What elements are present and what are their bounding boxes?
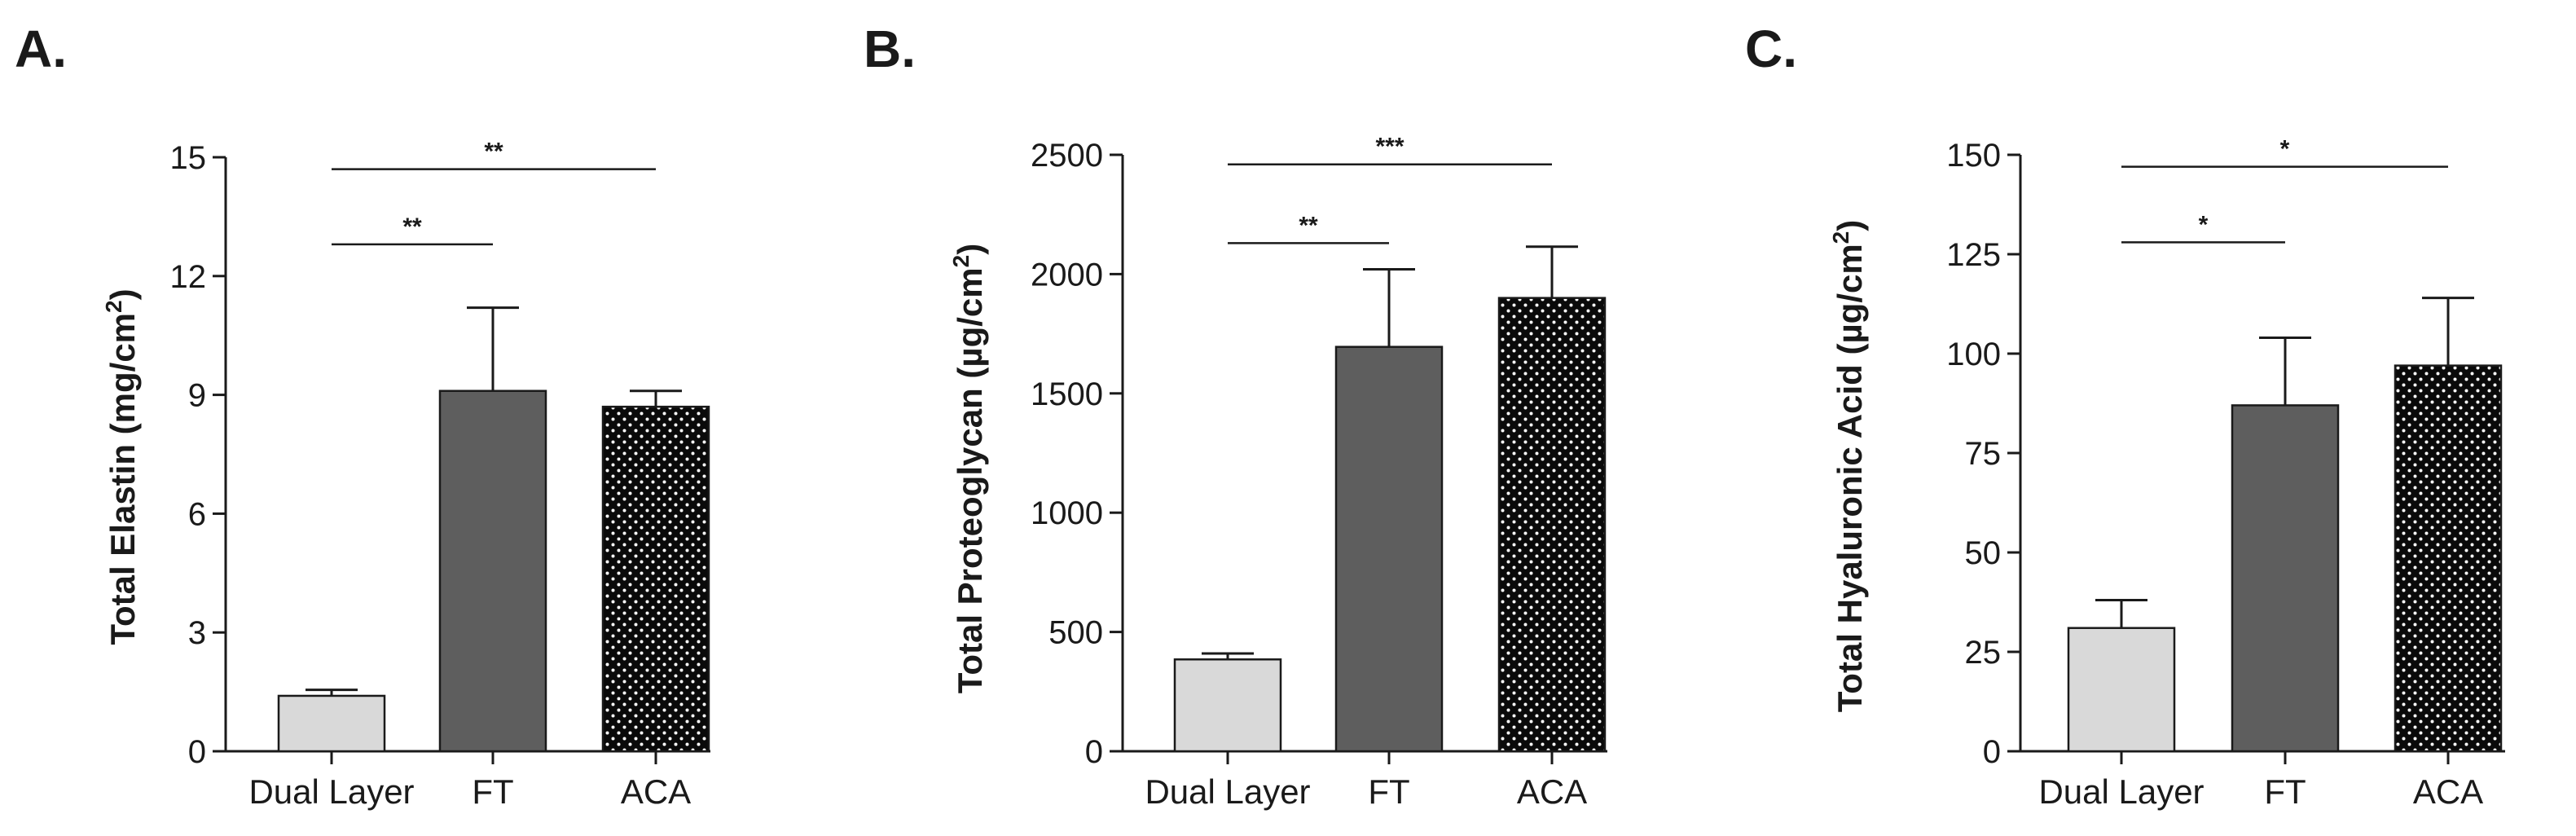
svg-text:Total Proteoglycan (µg/cm2): Total Proteoglycan (µg/cm2) xyxy=(948,244,989,693)
bar xyxy=(438,389,547,753)
panel-label: A. xyxy=(15,20,67,78)
plot-area: 0 25 50 75 100 125 150 Dual Layer FT ACA * * xyxy=(1946,136,2505,811)
y-tick-label: 25 xyxy=(1965,635,2002,671)
y-tick-label: 150 xyxy=(1946,138,2001,174)
y-tick-label: 12 xyxy=(170,259,207,295)
significance-label: ** xyxy=(1299,212,1318,239)
y-tick-label: 0 xyxy=(188,734,206,770)
plot-area: 0 3 6 9 12 15 Dual Layer FT ACA ** ** xyxy=(170,139,710,811)
y-tick-label: 15 xyxy=(170,140,207,176)
y-axis-label-sup: 2 xyxy=(948,255,974,268)
bar xyxy=(601,405,710,753)
bar xyxy=(1173,658,1282,753)
x-tick-label: FT xyxy=(472,772,513,811)
panel-label: B. xyxy=(864,20,916,78)
y-tick-label: 100 xyxy=(1946,337,2001,372)
y-tick-label: 2000 xyxy=(1031,257,1103,293)
bar xyxy=(277,694,386,753)
y-axis-label: Total Proteoglycan (µg/cm2) xyxy=(948,244,989,693)
y-axis-label-main: Total Hyaluronic Acid (µg/cm xyxy=(1831,244,1869,712)
bar xyxy=(1334,345,1444,753)
panel-a: A. Total Elastin (mg/cm2) 0 3 6 9 12 15 Dual L… xyxy=(15,20,710,811)
significance-label: *** xyxy=(1375,134,1404,161)
x-tick-label: ACA xyxy=(1517,772,1587,811)
y-tick-label: 500 xyxy=(1048,615,1103,651)
x-tick-label: FT xyxy=(2264,772,2306,811)
y-axis-label: Total Elastin (mg/cm2) xyxy=(101,288,142,645)
y-axis-label-sup: 2 xyxy=(101,300,126,313)
y-tick-label: 1500 xyxy=(1031,376,1103,412)
x-tick-label: FT xyxy=(1368,772,1409,811)
y-tick-label: 2500 xyxy=(1031,138,1103,174)
x-tick-label: ACA xyxy=(2413,772,2483,811)
y-tick-label: 125 xyxy=(1946,237,2001,273)
y-tick-label: 50 xyxy=(1965,535,2002,571)
y-axis-label-sup: 2 xyxy=(1828,231,1853,244)
svg-text:Total Hyaluronic Acid (µg/cm2): Total Hyaluronic Acid (µg/cm2) xyxy=(1828,220,1869,713)
y-tick-label: 0 xyxy=(1085,734,1103,770)
x-tick-label: Dual Layer xyxy=(248,772,414,811)
bar xyxy=(2394,364,2503,753)
significance-label: ** xyxy=(402,213,422,240)
panel-b: B. Total Proteoglycan (µg/cm2) 0 500 1000 1… xyxy=(864,20,1607,811)
x-tick-label: Dual Layer xyxy=(1145,772,1310,811)
y-tick-label: 75 xyxy=(1965,436,2002,472)
significance-label: * xyxy=(2199,211,2209,238)
x-tick-label: ACA xyxy=(621,772,691,811)
svg-text:Total Elastin (mg/cm2): Total Elastin (mg/cm2) xyxy=(101,288,142,645)
y-tick-label: 1000 xyxy=(1031,495,1103,531)
significance-label: ** xyxy=(484,139,503,165)
y-axis-label-main: Total Elastin (mg/cm xyxy=(103,313,142,645)
x-tick-label: Dual Layer xyxy=(2038,772,2204,811)
y-axis-label-tail: ) xyxy=(1831,220,1869,231)
bar xyxy=(2067,627,2176,753)
y-tick-label: 9 xyxy=(188,378,206,414)
y-tick-label: 6 xyxy=(188,496,206,532)
panel-c: C. Total Hyaluronic Acid (µg/cm2) 0 25 50 7… xyxy=(1745,20,2505,811)
y-axis-label-tail: ) xyxy=(103,288,142,300)
y-axis-label-main: Total Proteoglycan (µg/cm xyxy=(951,267,989,693)
y-tick-label: 0 xyxy=(1983,734,2001,770)
significance-label: * xyxy=(2280,136,2290,163)
panel-label: C. xyxy=(1745,20,1797,78)
y-axis-label: Total Hyaluronic Acid (µg/cm2) xyxy=(1828,220,1869,713)
y-axis-label-tail: ) xyxy=(951,244,989,255)
y-tick-label: 3 xyxy=(188,615,206,651)
bar xyxy=(1497,297,1607,753)
bar xyxy=(2231,404,2340,753)
